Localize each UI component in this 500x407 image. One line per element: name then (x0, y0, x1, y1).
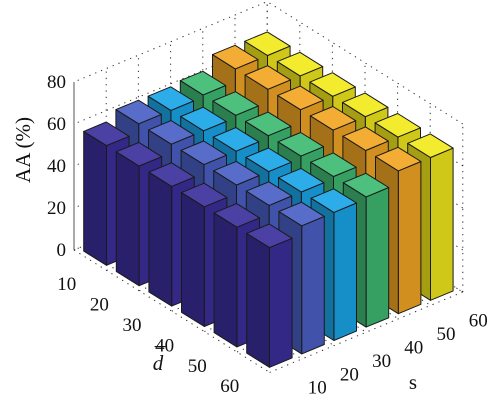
bar-top-face (407, 133, 454, 158)
bar-top-face (276, 51, 324, 77)
bar-top-face (179, 70, 227, 96)
bar-front-face (269, 237, 293, 368)
bar-top-face (342, 92, 389, 118)
d-tick-label: 20 (90, 295, 109, 316)
bar-top-face (310, 152, 357, 177)
bar-top-face (212, 127, 260, 152)
bar-top-face (277, 132, 324, 157)
bar-top-face (148, 120, 195, 145)
bar-top-face (115, 99, 162, 125)
z-tick-label: 0 (57, 240, 67, 261)
bar-top-face (212, 91, 259, 116)
d-axis-label: d ¯ (153, 343, 166, 375)
bar-left-face (213, 212, 238, 348)
z-tick-label: 80 (47, 72, 66, 93)
bar-top-face (309, 72, 356, 97)
bar-top-face (213, 203, 260, 228)
s-tick-label: 20 (340, 364, 359, 385)
bar-top-face (245, 111, 292, 137)
bar-left-face (115, 151, 140, 287)
s-tick-label: 30 (372, 351, 391, 372)
bar-top-face (115, 141, 163, 167)
labels-layer: 0 20 40 60 80 10 20 30 40 50 60 10 20 30 40 50 60 (47, 72, 488, 399)
bar-top-face (278, 201, 325, 227)
bar-top-face (148, 162, 195, 187)
d-tick-label: 60 (220, 376, 239, 397)
bar-left-face (246, 232, 270, 368)
z-tick-label: 60 (47, 114, 66, 135)
d-tick-label: 10 (57, 274, 76, 295)
bar-top-face (147, 86, 194, 111)
s-tick-label: 50 (437, 324, 456, 345)
bar-top-face (310, 188, 357, 213)
bar-top-face (342, 172, 390, 198)
bar (246, 223, 293, 368)
bar-front-face (430, 147, 454, 301)
bar-top-face (244, 31, 291, 56)
bar-front-face (365, 187, 390, 328)
bar-top-face (245, 181, 293, 206)
bar-front-face (301, 215, 325, 355)
d-axis-label-bar: ¯ (154, 343, 166, 367)
bar-top-face (278, 167, 325, 193)
z-tick-label: 40 (47, 156, 66, 177)
bar-left-face (181, 192, 205, 327)
bar-top-face (246, 223, 293, 249)
s-tick-label: 40 (404, 338, 423, 359)
bar-top-face (83, 121, 130, 147)
d-tick-label: 40 (155, 335, 174, 356)
bar-top-face (342, 126, 389, 151)
s-tick-label: 60 (469, 311, 488, 332)
bar-front-face (397, 161, 422, 315)
bar-top-face (277, 85, 324, 111)
d-tick-label: 50 (188, 356, 207, 377)
z-axis-label: AA (%) (11, 117, 35, 183)
bar-top-face (309, 106, 357, 131)
bar-top-face (180, 140, 227, 166)
bar-top-face (212, 44, 259, 70)
z-tick-label: 20 (47, 198, 66, 219)
bar-top-face (374, 113, 421, 138)
bar-top-face (213, 160, 260, 186)
bar-top-face (375, 146, 422, 172)
d-tick-label: 30 (123, 315, 142, 336)
bar-top-face (245, 147, 292, 173)
s-tick-label: 10 (308, 378, 327, 399)
bar-top-face (244, 65, 291, 90)
bar-front-face (333, 202, 357, 341)
bars-layer (83, 31, 454, 368)
d-axis-label-letter: d (153, 351, 164, 375)
bar-left-face (83, 130, 107, 266)
bar-top-face (181, 182, 228, 208)
s-axis-label: s (409, 370, 417, 394)
bar-top-face (180, 106, 227, 132)
bar-left-face (148, 171, 173, 307)
